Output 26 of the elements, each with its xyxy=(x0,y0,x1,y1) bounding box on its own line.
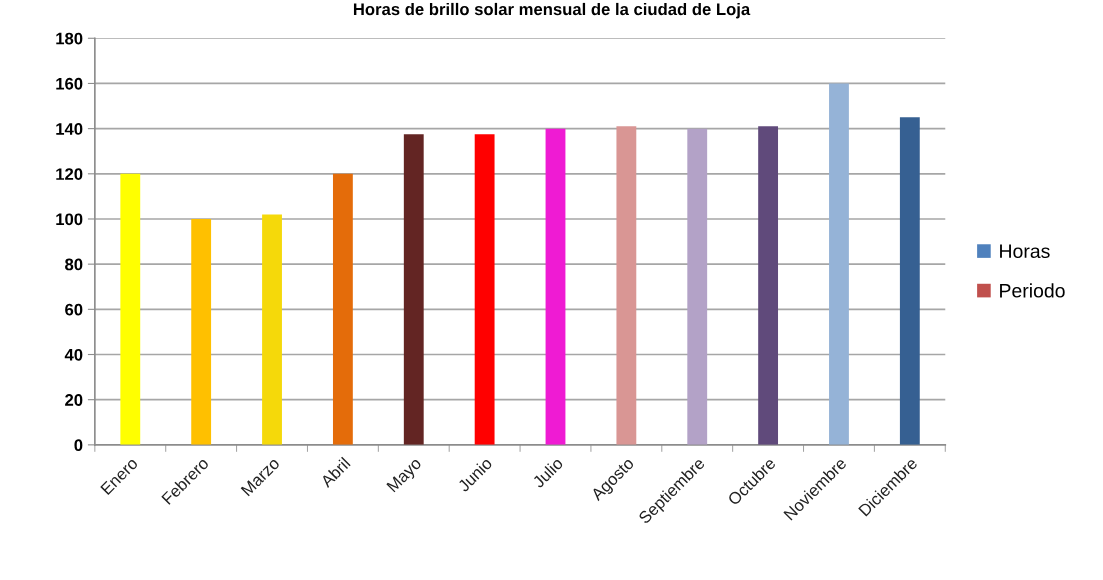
y-tick-label: 180 xyxy=(56,32,83,45)
bar xyxy=(899,117,920,445)
bar xyxy=(545,128,566,445)
bar xyxy=(403,134,424,445)
bar xyxy=(829,83,849,445)
bar xyxy=(332,173,353,445)
bar xyxy=(616,126,637,445)
y-tick-label: 40 xyxy=(64,348,83,361)
bar xyxy=(191,218,212,445)
chart-title: Horas de brillo solar mensual de la ciudad de Loja xyxy=(353,2,751,19)
x-tick-label: Julio xyxy=(531,456,564,489)
bar xyxy=(687,128,708,445)
text: Horas xyxy=(1000,244,1050,259)
y-tick-label: 160 xyxy=(56,77,83,90)
y-tick-label: 20 xyxy=(65,394,83,406)
bar xyxy=(474,134,495,445)
bar xyxy=(758,126,779,445)
legend-label: Periodo xyxy=(1000,283,1065,298)
bar xyxy=(262,214,282,445)
y-tick-label: 60 xyxy=(65,303,83,316)
y-tick-label: 120 xyxy=(56,168,83,181)
y-tick-label: 100 xyxy=(56,213,83,226)
y-tick-label: 0 xyxy=(74,439,83,452)
y-tick-label: 80 xyxy=(65,258,83,271)
bar xyxy=(120,173,141,445)
y-tick-label: 140 xyxy=(56,123,83,135)
